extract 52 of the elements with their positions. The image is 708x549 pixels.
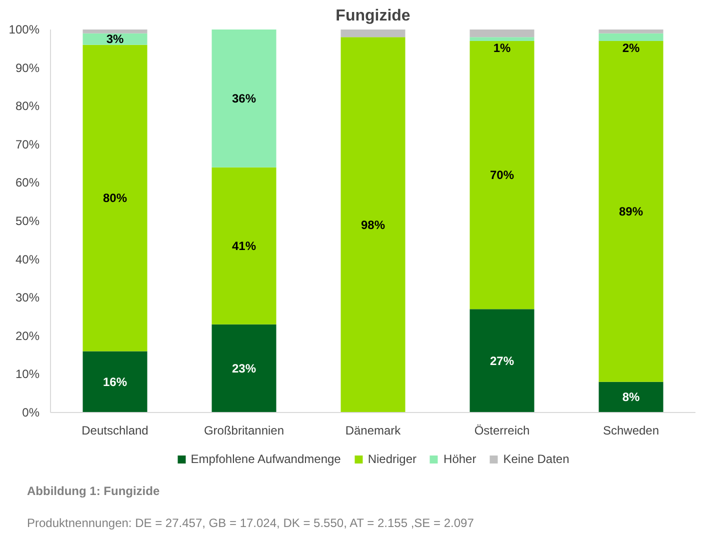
data-label: 27%	[490, 354, 514, 368]
bar	[598, 40, 664, 382]
data-label: 1%	[493, 40, 511, 55]
bar	[212, 324, 276, 412]
legend-label: Niedriger	[368, 452, 417, 466]
data-label: 36%	[232, 91, 256, 106]
y-tick-label: 100%	[8, 22, 40, 36]
bar	[82, 30, 148, 34]
legend-label: Höher	[444, 452, 476, 466]
data-label: 16%	[102, 374, 128, 389]
y-tick-label: 40%	[15, 252, 40, 266]
bar	[470, 37, 534, 41]
y-tick-label: 70%	[15, 137, 40, 152]
bar	[598, 382, 664, 412]
data-label: 8%	[622, 390, 640, 404]
bar	[82, 44, 148, 352]
bar	[340, 30, 406, 38]
bar	[598, 33, 664, 41]
y-tick-label: 30%	[15, 290, 40, 305]
x-tick-label: Dänemark	[345, 424, 402, 438]
bar	[598, 30, 664, 34]
x-tick-label: Schweden	[602, 424, 660, 438]
data-label: 41%	[232, 238, 256, 253]
y-tick-label: 20%	[15, 328, 40, 343]
legend-label: Empfohlene Aufwandmenge	[190, 452, 341, 466]
x-tick-label: Großbritannien	[204, 424, 284, 438]
y-tick-label: 0%	[22, 406, 40, 420]
y-tick-label: 80%	[15, 99, 40, 114]
y-tick-label: 60%	[15, 176, 40, 190]
y-tick-label: 90%	[15, 60, 40, 75]
text: Abbildung 1: Fungizide	[27, 483, 160, 500]
bar	[212, 30, 276, 168]
bar	[82, 351, 148, 412]
bar	[470, 309, 534, 412]
data-label: 98%	[360, 218, 386, 232]
data-label: 23%	[232, 361, 256, 376]
bar	[340, 37, 406, 412]
bar	[470, 30, 534, 38]
legend-label: Keine Daten	[503, 452, 570, 466]
data-label: 80%	[102, 191, 128, 206]
chart-title: Fungizide	[336, 8, 410, 24]
data-label: 89%	[618, 204, 644, 218]
bar	[212, 167, 276, 324]
y-tick-label: 50%	[15, 214, 40, 228]
bar	[470, 40, 534, 310]
data-label: 3%	[106, 32, 124, 46]
data-label: 2%	[622, 40, 640, 55]
text: Produktnennungen: DE = 27.457, GB = 17.024, DK = 5.550, AT = 2.155 ,SE = 2.097	[27, 515, 474, 532]
x-tick-label: Österreich	[474, 424, 530, 438]
y-tick-label: 10%	[15, 367, 40, 382]
data-label: 70%	[490, 168, 514, 182]
x-tick-label: Deutschland	[82, 424, 148, 438]
